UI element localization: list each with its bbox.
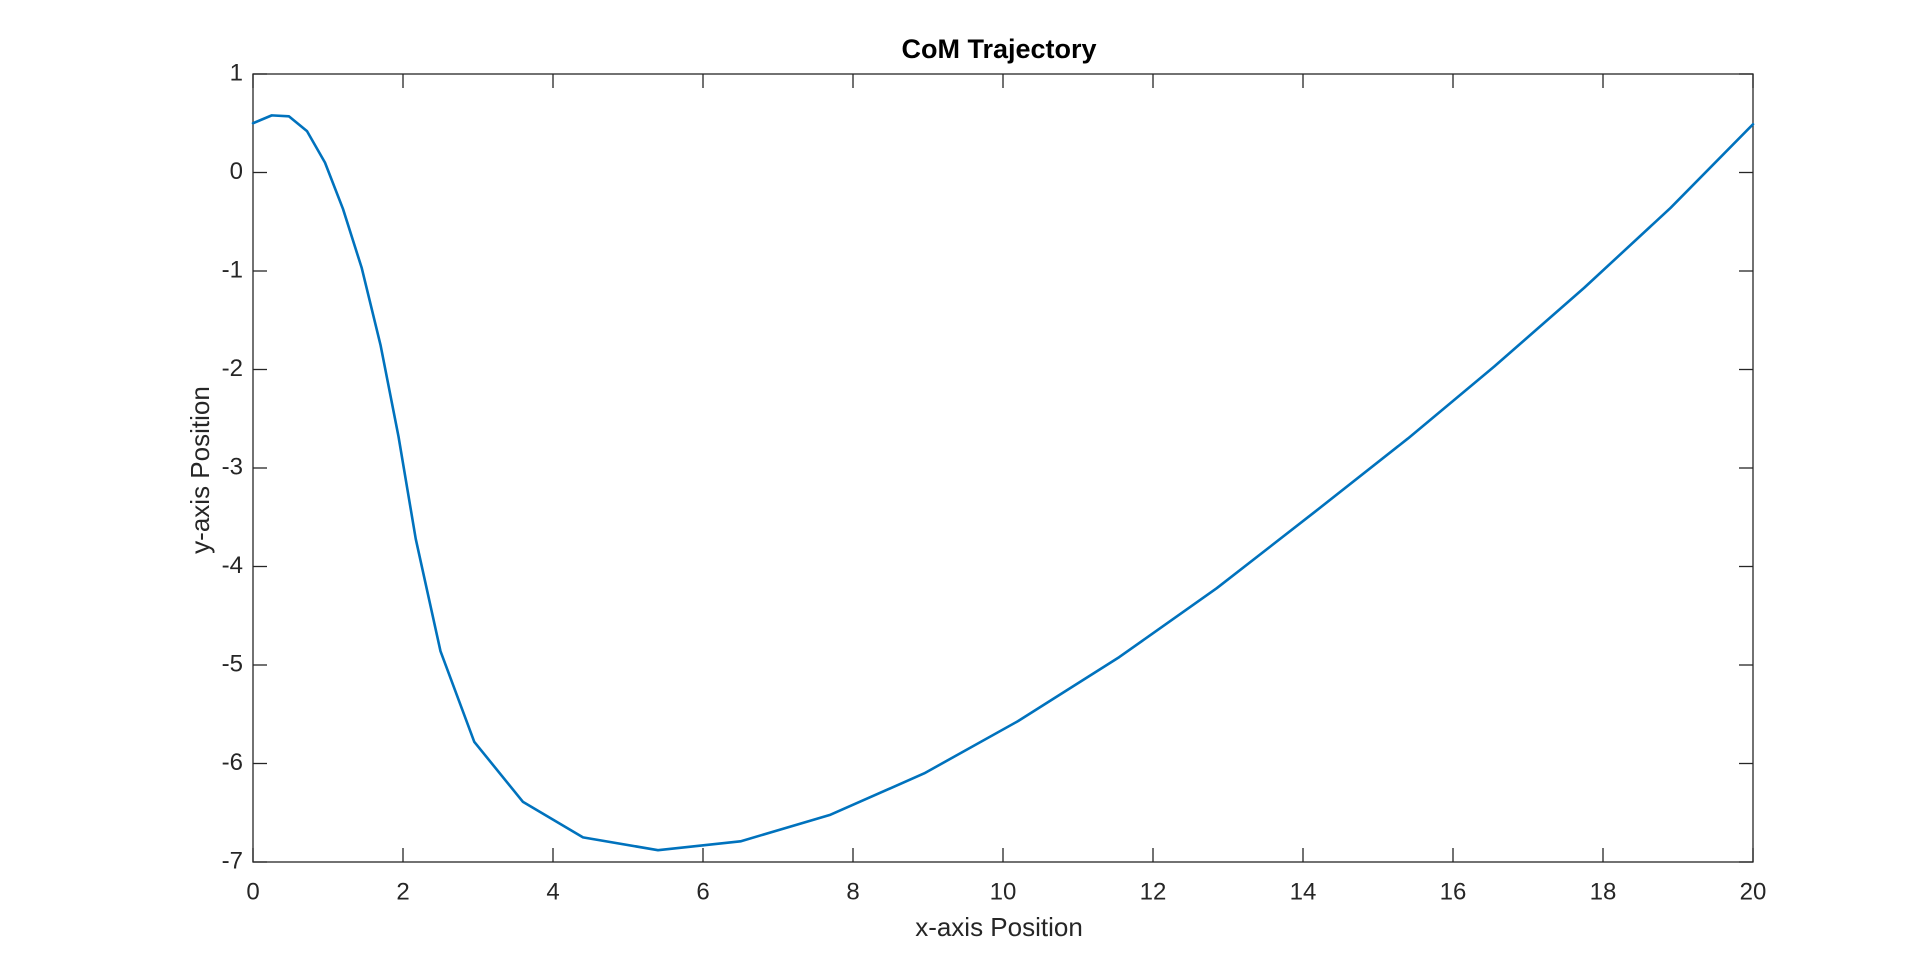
y-tick-label: -2	[222, 355, 243, 382]
y-tick-label: -4	[222, 552, 243, 579]
y-axis-title: y-axis Position	[185, 386, 215, 554]
y-tick-label: 0	[230, 158, 243, 185]
y-tick-label: -6	[222, 749, 243, 776]
x-tick-label: 20	[1740, 878, 1767, 905]
x-tick-label: 16	[1440, 878, 1467, 905]
x-tick-label: 2	[396, 878, 409, 905]
plot-box	[252, 73, 1754, 863]
series-line	[251, 114, 1755, 852]
x-tick-label: 0	[246, 878, 259, 905]
chart-title: CoM Trajectory	[901, 34, 1096, 64]
x-tick-label: 6	[696, 878, 709, 905]
x-tick-label: 14	[1290, 878, 1317, 905]
y-tick-label: 1	[230, 59, 243, 86]
x-axis-title: x-axis Position	[915, 912, 1083, 942]
y-tick-label: -1	[222, 256, 243, 283]
x-tick-label: 8	[846, 878, 859, 905]
x-tick-label: 4	[546, 878, 559, 905]
x-tick-label: 10	[990, 878, 1017, 905]
x-tick-label: 18	[1590, 878, 1617, 905]
y-tick-label: -7	[222, 847, 243, 874]
y-tick-label: -3	[222, 453, 243, 480]
y-tick-label: -5	[222, 650, 243, 677]
x-tick-label: 12	[1140, 878, 1167, 905]
